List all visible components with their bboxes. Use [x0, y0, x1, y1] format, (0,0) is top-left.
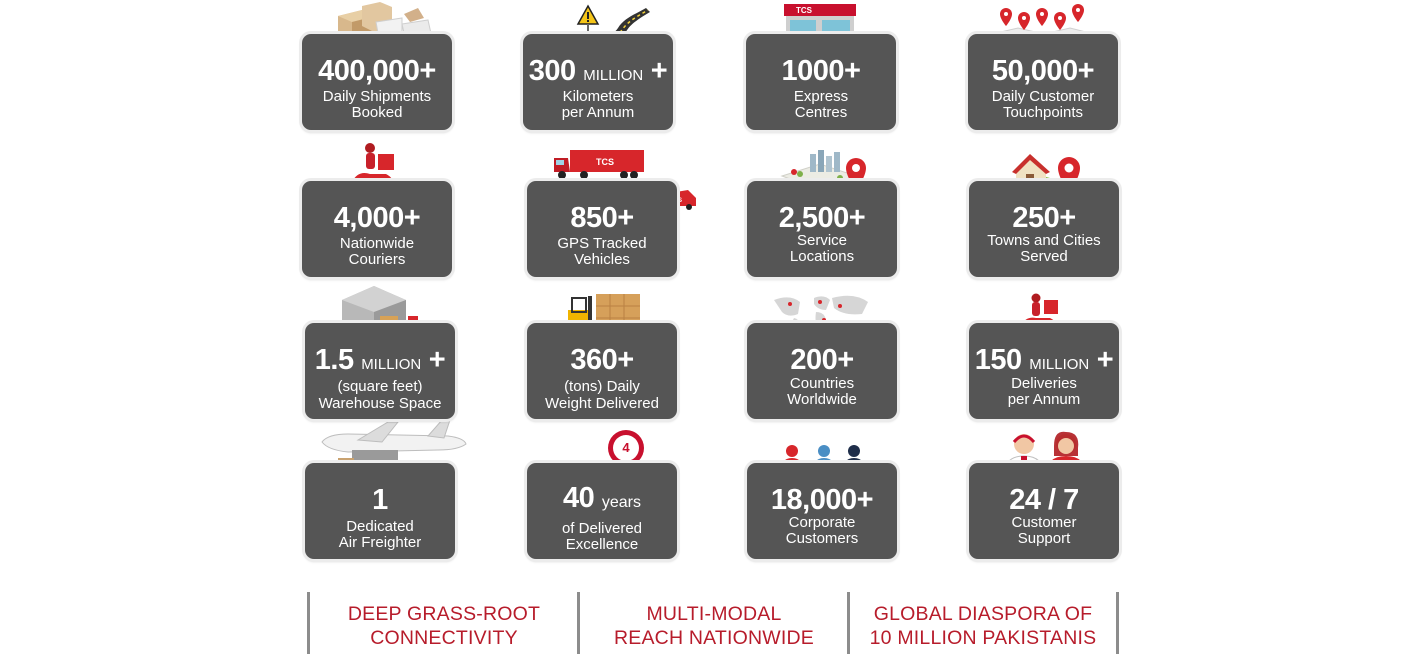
truck-icon: TCS: [554, 150, 644, 179]
svg-text:TCS: TCS: [796, 6, 813, 15]
footer-divider: [847, 592, 850, 654]
stat-label-line2: Served: [1020, 248, 1068, 265]
stat-card-service-locations: 2,500+ Service Locations: [747, 181, 897, 277]
stat-label-line2: Warehouse Space: [318, 395, 442, 412]
footer-divider: [307, 592, 310, 654]
stat-number: 4,000+: [333, 202, 421, 234]
stat-unit: MILLION: [361, 356, 422, 373]
stat-label-line1: Corporate: [788, 514, 856, 531]
footer-tagline-reach: MULTI-MODAL REACH NATIONWIDE: [582, 602, 846, 650]
stat-number: 300 MILLION +: [528, 55, 668, 87]
stat-number: 18,000+: [770, 484, 874, 516]
stat-card-deliveries: 150 MILLION + Deliveries per Annum: [969, 323, 1119, 419]
stat-label-line1: (tons) Daily: [564, 378, 640, 395]
stat-card-weight: 360+ (tons) Daily Weight Delivered: [527, 323, 677, 419]
footer-tagline-diaspora: GLOBAL DIASPORA OF 10 MILLION PAKISTANIS: [851, 602, 1115, 650]
stat-label-line2: Vehicles: [574, 251, 630, 268]
stat-label-line1: Express: [793, 88, 849, 105]
badge-number: 4: [622, 440, 630, 455]
stat-card-countries: 200+ Countries Worldwide: [747, 323, 897, 419]
stat-number: 1.5 MILLION +: [314, 344, 446, 376]
stat-card-shipments: 400,000+ Daily Shipments Booked: [302, 34, 452, 130]
stat-number: 2,500+: [778, 202, 866, 234]
stat-number: 360+: [570, 344, 634, 376]
stat-number: 1: [372, 484, 388, 516]
stat-label-line1: (square feet): [337, 378, 423, 395]
stat-label-line2: Air Freighter: [338, 534, 422, 551]
stat-card-support: 24 / 7 Customer Support: [969, 463, 1119, 559]
stat-card-couriers: 4,000+ Nationwide Couriers: [302, 181, 452, 277]
tagline-line1: GLOBAL DIASPORA OF: [873, 603, 1093, 625]
stat-label-line2: Touchpoints: [1002, 104, 1084, 121]
stat-number: 1000+: [781, 55, 861, 87]
stat-number: 850+: [570, 202, 634, 234]
stat-label-line1: Kilometers: [562, 88, 634, 105]
svg-text:TCS: TCS: [596, 157, 614, 167]
stat-card-corporate: 18,000+ Corporate Customers: [747, 463, 897, 559]
footer-tagline-connectivity: DEEP GRASS-ROOT CONNECTIVITY: [312, 602, 576, 650]
stat-card-air-freighter: 1 Dedicated Air Freighter: [305, 463, 455, 559]
tagline-line2: 10 MILLION PAKISTANIS: [869, 627, 1097, 649]
stat-unit: MILLION: [583, 67, 644, 84]
stat-label-line1: Nationwide: [339, 235, 415, 252]
stat-label-line1: Deliveries: [1011, 375, 1077, 392]
stat-label-line1: Dedicated: [346, 518, 414, 535]
stat-number: 24 / 7: [1009, 484, 1079, 516]
airplane-icon: [321, 420, 467, 467]
stat-card-kilometers: 300 MILLION + Kilometers per Annum: [523, 34, 673, 130]
tagline-line1: DEEP GRASS-ROOT: [347, 603, 541, 625]
stat-label-line1: Towns and Cities: [987, 232, 1101, 249]
stat-number: 400,000+: [318, 55, 436, 87]
stat-card-towns-cities: 250+ Towns and Cities Served: [969, 181, 1119, 277]
stat-label-line2: Excellence: [565, 536, 639, 553]
stat-label-line2: Support: [1017, 530, 1071, 547]
tagline-line2: REACH NATIONWIDE: [613, 627, 814, 649]
stat-label-line2: Booked: [351, 104, 403, 121]
stat-label-line1: Customer: [1011, 514, 1077, 531]
stat-number: 50,000+: [991, 55, 1095, 87]
stat-label-line1: Service: [796, 232, 848, 249]
stat-label-line2: per Annum: [1007, 391, 1081, 408]
stat-label-line2: Centres: [794, 104, 848, 121]
stat-number: 250+: [1012, 202, 1076, 234]
world-map-icon: [774, 295, 868, 340]
stat-card-vehicles: 850+ GPS Tracked Vehicles: [527, 181, 677, 277]
stat-label-line1: Daily Customer: [991, 88, 1095, 105]
stat-label-line2: Worldwide: [787, 391, 857, 408]
stat-label-line1: of Delivered: [561, 520, 643, 537]
stat-card-warehouse: 1.5 MILLION + (square feet) Warehouse Sp…: [305, 323, 455, 419]
stat-label-line1: Countries: [789, 375, 855, 392]
stat-card-years: 40 years of Delivered Excellence: [527, 463, 677, 559]
stat-card-express-centres: 1000+ Express Centres: [746, 34, 896, 130]
stat-number: 40 years: [563, 482, 641, 514]
stat-label-line2: per Annum: [561, 104, 635, 121]
stat-label-line2: Customers: [785, 530, 859, 547]
stat-number: 150 MILLION +: [974, 344, 1114, 376]
stat-label-line1: GPS Tracked: [557, 235, 647, 252]
footer-divider: [1116, 592, 1119, 654]
footer-divider: [577, 592, 580, 654]
stat-number: 200+: [790, 344, 854, 376]
stat-label-line1: Daily Shipments: [322, 88, 432, 105]
stat-unit: MILLION: [1029, 356, 1090, 373]
tagline-line1: MULTI-MODAL: [646, 603, 782, 625]
stat-label-line2: Couriers: [348, 251, 406, 268]
stat-card-touchpoints: 50,000+ Daily Customer Touchpoints: [968, 34, 1118, 130]
tagline-line2: CONNECTIVITY: [370, 627, 518, 649]
stat-label-line2: Locations: [789, 248, 855, 265]
stat-label-line2: Weight Delivered: [545, 395, 659, 412]
stat-unit: years: [601, 494, 641, 511]
